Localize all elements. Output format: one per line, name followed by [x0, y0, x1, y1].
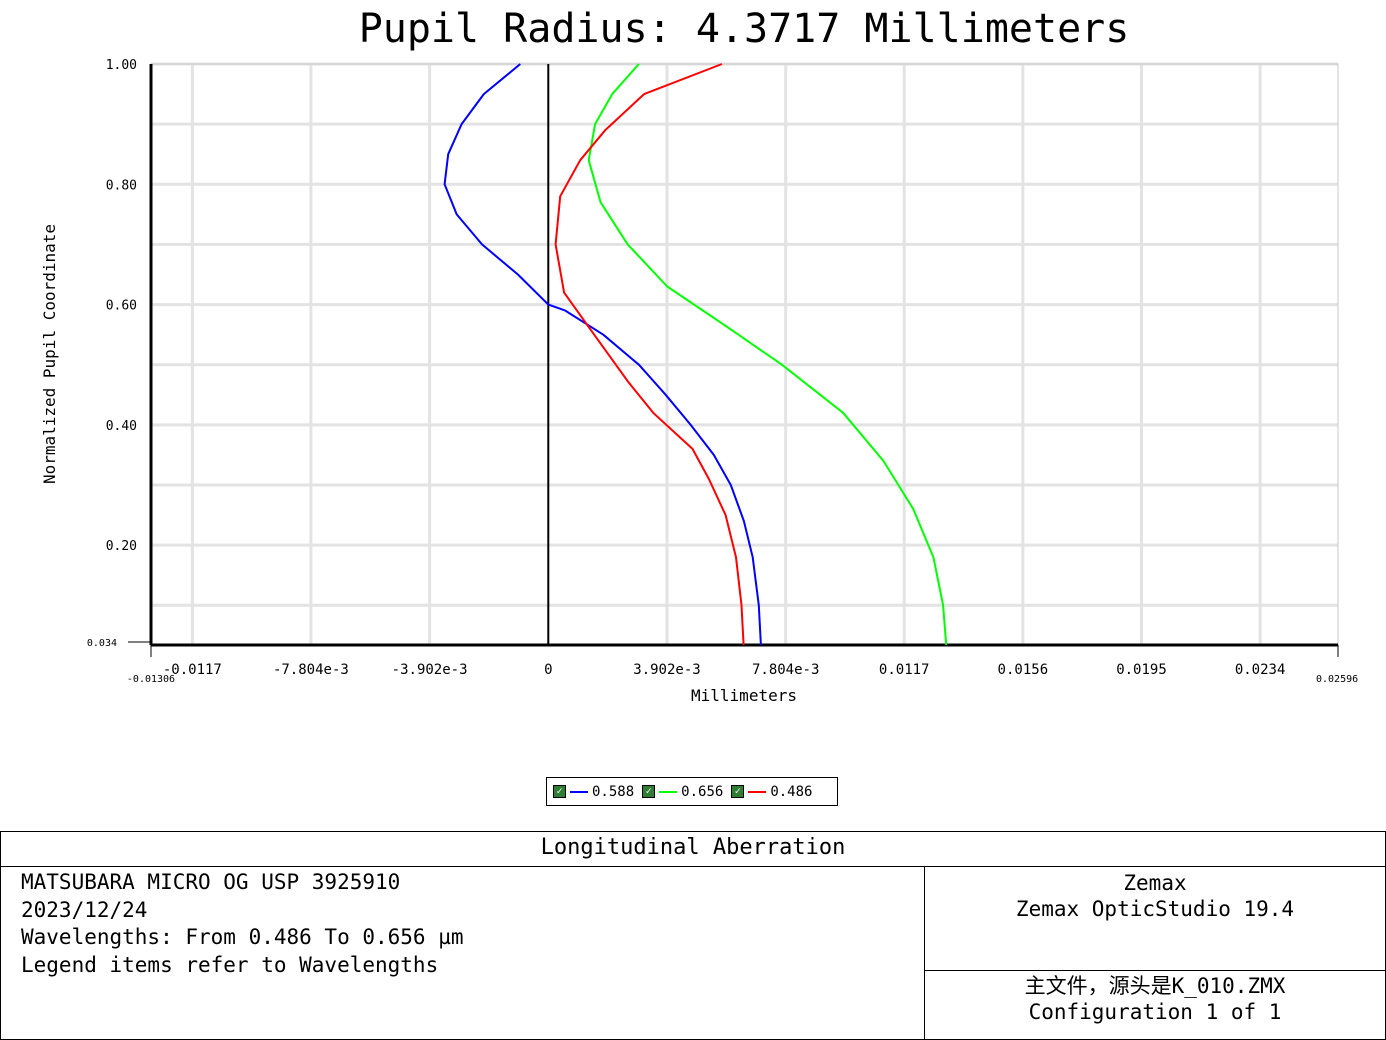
analysis-title: Longitudinal Aberration [1, 832, 1385, 867]
x-min-label: -0.01306 [127, 674, 175, 685]
y-tick-label: 0.60 [106, 299, 137, 314]
legend-label: 0.588 [592, 783, 635, 800]
series-layer [443, 63, 948, 646]
info-right-bottom: 主文件，源头是K_010.ZMX Configuration 1 of 1 [925, 971, 1385, 1039]
y-tick-label: 0.20 [106, 539, 137, 554]
configuration: Configuration 1 of 1 [1028, 1000, 1282, 1024]
x-tick-label: 0.0117 [879, 662, 930, 678]
longitudinal-aberration-plot: Pupil Radius: 4.3717 Millimeters -0.0117… [40, 6, 1358, 705]
legend-item-0486[interactable]: ✓ 0.486 [731, 784, 812, 800]
file-name: 主文件，源头是K_010.ZMX [1024, 974, 1286, 998]
x-tick-label: -0.0117 [163, 662, 222, 678]
y-tick-label: 0.40 [106, 419, 137, 434]
legend-swatch [659, 790, 678, 793]
y-tick-label: 1.00 [106, 58, 137, 73]
legend-swatch [748, 790, 767, 793]
legend-swatch [570, 790, 588, 793]
info-right-top: Zemax Zemax OpticStudio 19.4 [925, 867, 1385, 971]
x-tick-label: 0 [544, 662, 552, 678]
legend-label: 0.656 [681, 783, 724, 800]
y-min-label: 0.034 [87, 638, 117, 649]
company: Zemax [1123, 871, 1187, 895]
checkbox-icon[interactable]: ✓ [553, 785, 566, 798]
x-tick-label: -3.902e-3 [392, 662, 468, 678]
series-line-0.588 [443, 63, 762, 646]
x-tick-label: 7.804e-3 [752, 662, 819, 678]
plot-border [150, 63, 1339, 646]
legend-item-0656[interactable]: ✓ 0.656 [642, 784, 723, 800]
series-line-0.486 [554, 63, 745, 646]
checkbox-icon[interactable]: ✓ [731, 785, 745, 798]
legend-note: Legend items refer to Wavelengths [21, 952, 439, 977]
x-tick-label: -7.804e-3 [273, 662, 349, 678]
date: 2023/12/24 [21, 897, 148, 922]
grid [151, 62, 1338, 645]
x-tick-label: 0.0156 [998, 662, 1049, 678]
legend: ✓ 0.588 ✓ 0.656 ✓ 0.486 [546, 777, 838, 806]
y-tick-label: 0.80 [106, 178, 137, 193]
legend-label: 0.486 [770, 783, 813, 800]
plot-frame [128, 63, 1339, 657]
x-tick-label: 0.0234 [1235, 662, 1286, 678]
x-max-label: 0.02596 [1316, 674, 1358, 685]
x-axis-label: Millimeters [691, 686, 797, 705]
wavelength-range: Wavelengths: From 0.486 To 0.656 µm [21, 925, 464, 949]
checkbox-icon[interactable]: ✓ [642, 785, 656, 798]
legend-item-0588[interactable]: ✓ 0.588 [553, 784, 634, 800]
chart-title: Pupil Radius: 4.3717 Millimeters [359, 6, 1130, 52]
software-version: Zemax OpticStudio 19.4 [1015, 897, 1295, 921]
x-tick-label: 0.0195 [1116, 662, 1167, 678]
info-panel: Longitudinal Aberration MATSUBARA MICRO … [0, 831, 1386, 1040]
tick-labels: -0.0117 -7.804e-3 -3.902e-3 0 3.902e-3 7.804e… [87, 58, 1358, 685]
series-line-0.656 [587, 63, 948, 646]
y-axis-label: Normalized Pupil Coordinate [40, 224, 59, 484]
info-left: MATSUBARA MICRO OG USP 3925910 2023/12/2… [1, 867, 925, 1039]
x-tick-label: 3.902e-3 [633, 662, 700, 678]
lens-name: MATSUBARA MICRO OG USP 3925910 [21, 870, 401, 894]
